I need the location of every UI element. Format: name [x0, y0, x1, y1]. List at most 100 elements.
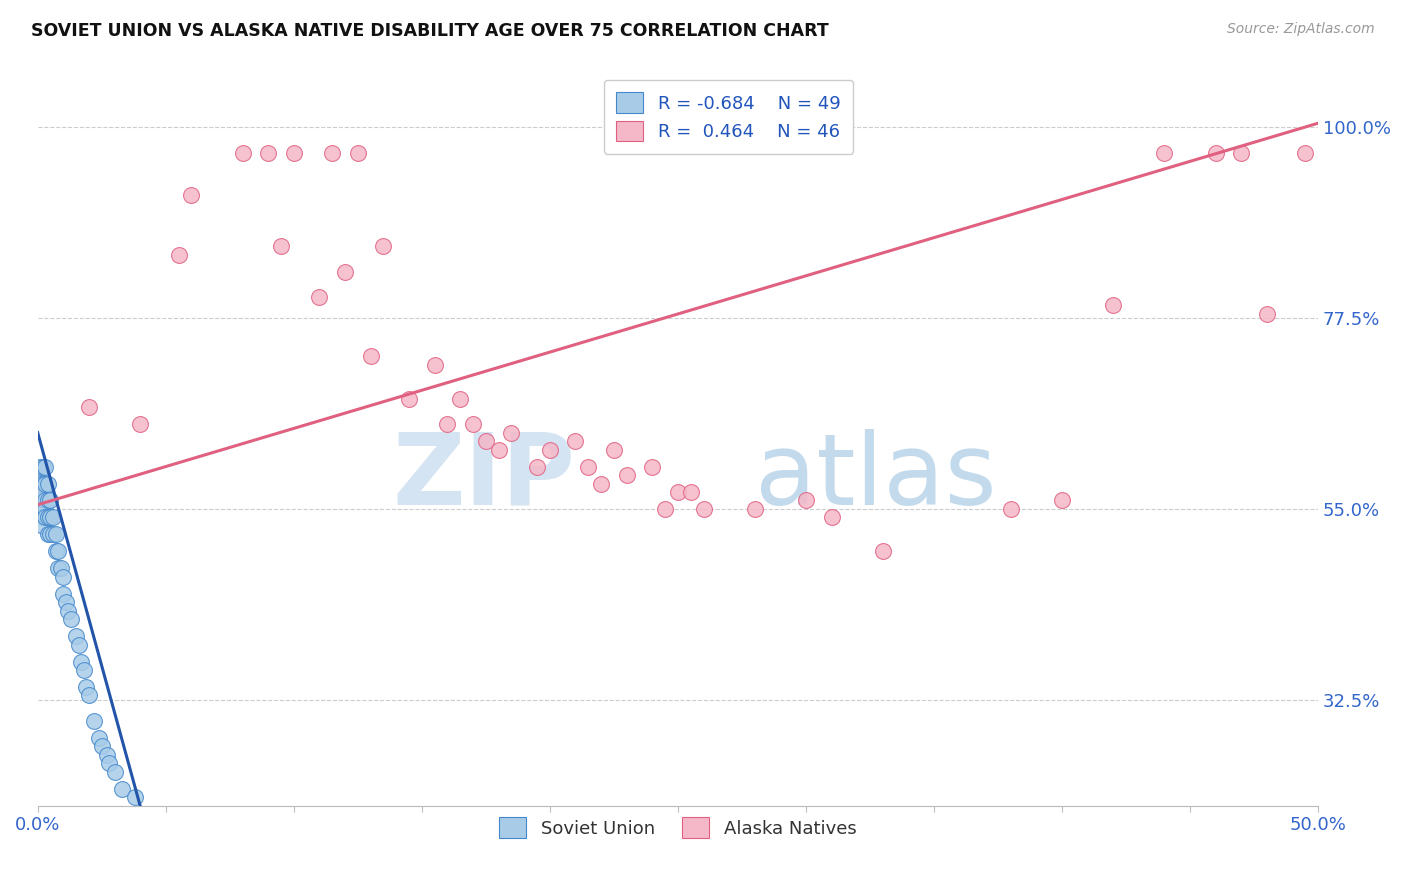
Point: [98, 756, 121, 771]
Point: [31, 459, 53, 474]
Point: [1294, 145, 1316, 160]
Point: [34, 493, 56, 508]
Point: [373, 239, 395, 253]
Point: [52, 570, 75, 584]
Point: [89, 731, 111, 745]
Text: ZIP: ZIP: [392, 429, 575, 526]
Point: [90, 739, 112, 754]
Point: [333, 264, 356, 278]
Point: [564, 434, 586, 449]
Point: [679, 485, 702, 500]
Point: [83, 714, 105, 728]
Point: [603, 442, 626, 457]
Point: [39, 527, 62, 541]
Point: [308, 290, 330, 304]
Point: [52, 587, 75, 601]
Point: [1102, 298, 1125, 312]
Point: [1230, 145, 1253, 160]
Point: [475, 434, 498, 449]
Point: [794, 493, 817, 508]
Point: [1205, 145, 1227, 160]
Point: [34, 510, 56, 524]
Point: [37, 493, 59, 508]
Point: [124, 790, 146, 805]
Legend: Soviet Union, Alaska Natives: Soviet Union, Alaska Natives: [492, 810, 863, 846]
Point: [232, 145, 254, 160]
Point: [55, 595, 77, 609]
Point: [1000, 502, 1022, 516]
Point: [103, 764, 125, 779]
Point: [257, 145, 280, 160]
Point: [96, 747, 118, 762]
Point: [501, 425, 523, 440]
Point: [538, 442, 561, 457]
Point: [423, 358, 446, 372]
Point: [49, 561, 72, 575]
Point: [77, 401, 100, 415]
Point: [42, 510, 65, 524]
Point: [30, 459, 52, 474]
Point: [488, 442, 510, 457]
Point: [77, 689, 100, 703]
Point: [30, 476, 52, 491]
Point: [1050, 493, 1073, 508]
Point: [576, 459, 599, 474]
Point: [65, 629, 87, 643]
Text: SOVIET UNION VS ALASKA NATIVE DISABILITY AGE OVER 75 CORRELATION CHART: SOVIET UNION VS ALASKA NATIVE DISABILITY…: [31, 22, 828, 40]
Point: [31, 485, 53, 500]
Point: [34, 502, 56, 516]
Point: [39, 493, 62, 508]
Point: [526, 459, 548, 474]
Point: [111, 781, 134, 796]
Point: [30, 485, 52, 500]
Point: [666, 485, 689, 500]
Point: [34, 459, 56, 474]
Point: [31, 519, 53, 533]
Point: [59, 612, 82, 626]
Point: [692, 502, 714, 516]
Point: [37, 476, 59, 491]
Point: [45, 527, 67, 541]
Point: [872, 544, 894, 558]
Point: [30, 502, 52, 516]
Point: [180, 188, 202, 202]
Point: [321, 145, 343, 160]
Point: [45, 544, 67, 558]
Point: [34, 476, 56, 491]
Point: [58, 604, 80, 618]
Point: [46, 544, 69, 558]
Point: [75, 680, 97, 694]
Point: [270, 239, 292, 253]
Point: [46, 561, 69, 575]
Point: [30, 493, 52, 508]
Point: [37, 527, 59, 541]
Point: [616, 468, 638, 483]
Point: [42, 527, 65, 541]
Point: [167, 247, 190, 261]
Point: [641, 459, 664, 474]
Point: [129, 417, 152, 432]
Point: [820, 510, 842, 524]
Point: [67, 638, 90, 652]
Text: atlas: atlas: [755, 429, 997, 526]
Point: [398, 392, 420, 406]
Point: [70, 655, 93, 669]
Point: [436, 417, 458, 432]
Point: [31, 476, 53, 491]
Point: [1153, 145, 1175, 160]
Point: [37, 510, 59, 524]
Point: [31, 510, 53, 524]
Point: [73, 663, 96, 677]
Text: Source: ZipAtlas.com: Source: ZipAtlas.com: [1227, 22, 1375, 37]
Point: [654, 502, 676, 516]
Point: [461, 417, 484, 432]
Point: [1256, 307, 1278, 321]
Point: [31, 502, 53, 516]
Point: [449, 392, 471, 406]
Point: [39, 510, 62, 524]
Point: [744, 502, 766, 516]
Point: [591, 476, 613, 491]
Point: [346, 145, 368, 160]
Point: [283, 145, 305, 160]
Point: [360, 349, 382, 363]
